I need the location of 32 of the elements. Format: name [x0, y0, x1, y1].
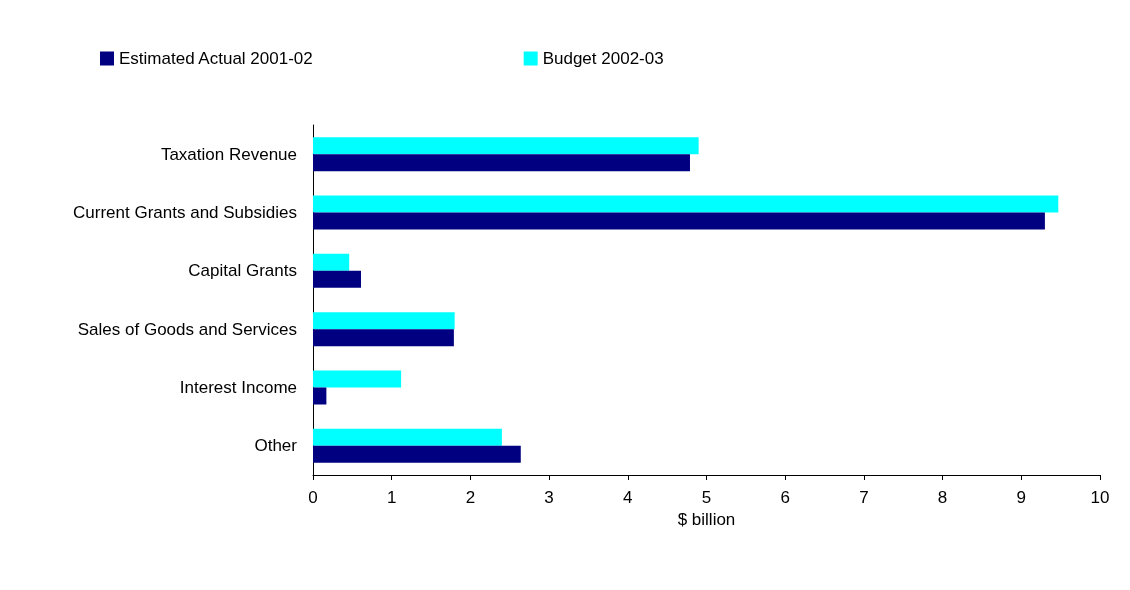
legend-label: Estimated Actual 2001-02 [119, 49, 313, 68]
x-tick-label: 4 [623, 488, 633, 507]
x-axis-title: $ billion [677, 510, 736, 529]
y-tick-label: Current Grants and Subsidies [73, 203, 297, 222]
y-tick-label: Sales of Goods and Services [77, 319, 297, 339]
x-tick-label: 5 [701, 488, 712, 507]
x-tick-label: 7 [859, 488, 869, 507]
x-tick-label: 3 [544, 488, 554, 507]
bar [313, 270, 362, 288]
x-tick-label: 9 [1016, 488, 1027, 507]
x-tick-label: 1 [386, 488, 397, 507]
bar [313, 445, 521, 463]
bar [313, 212, 1045, 230]
y-tick-label: Capital Grants [188, 261, 297, 281]
bar [313, 428, 502, 446]
x-tick-label: 10 [1090, 488, 1110, 507]
x-tick-label: 8 [937, 488, 948, 507]
bar [313, 312, 455, 330]
bar [313, 253, 350, 271]
bar [313, 137, 699, 155]
x-tick-label: 6 [780, 488, 790, 507]
x-tick-label: 2 [465, 488, 476, 507]
bar [313, 154, 690, 172]
bar [313, 370, 402, 388]
bar [313, 329, 454, 347]
bar [313, 195, 1059, 213]
x-tick-label: 0 [308, 488, 318, 507]
bar [313, 387, 327, 405]
y-tick-label: Interest Income [179, 378, 297, 397]
y-tick-label: Other [254, 436, 298, 456]
legend-label: Budget 2002-03 [542, 49, 664, 68]
y-tick-label: Taxation Revenue [160, 144, 297, 164]
